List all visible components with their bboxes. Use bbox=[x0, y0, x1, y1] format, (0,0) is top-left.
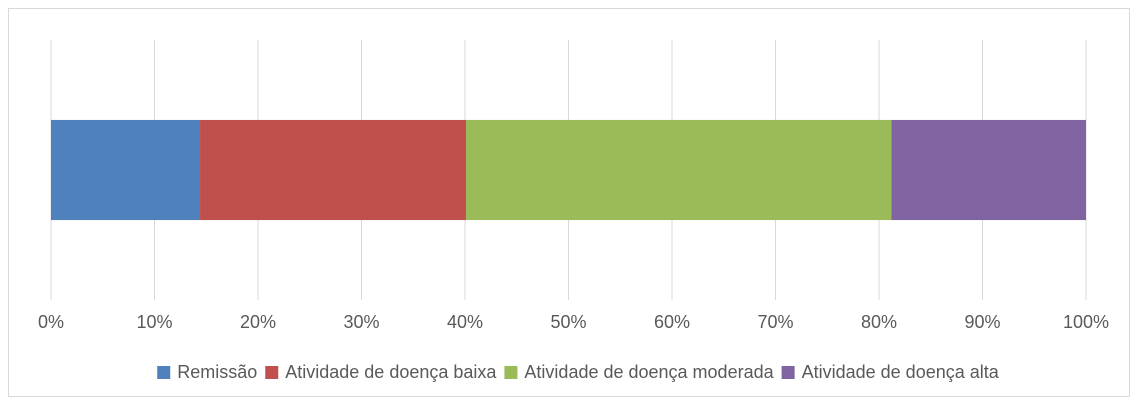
x-tick-label: 90% bbox=[964, 312, 1000, 332]
bar-segment bbox=[466, 119, 892, 221]
x-tick-label: 20% bbox=[240, 312, 276, 332]
x-tick-label: 50% bbox=[550, 312, 586, 332]
x-tick-label: 80% bbox=[861, 312, 897, 332]
x-tick-label: 0% bbox=[38, 312, 64, 332]
legend-swatch bbox=[504, 366, 518, 379]
x-tick-label: 100% bbox=[1063, 312, 1109, 332]
legend-label: Atividade de doença baixa bbox=[285, 362, 497, 382]
x-tick-label: 60% bbox=[654, 312, 690, 332]
bar-segment bbox=[200, 119, 467, 221]
legend-swatch bbox=[781, 366, 795, 379]
legend-label: Atividade de doença moderada bbox=[524, 362, 774, 382]
legend-label: Atividade de doença alta bbox=[802, 362, 1000, 382]
x-tick-label: 30% bbox=[343, 312, 379, 332]
x-tick-label: 70% bbox=[757, 312, 793, 332]
legend-swatch bbox=[157, 366, 171, 379]
x-tick-label: 40% bbox=[447, 312, 483, 332]
bar-segment bbox=[51, 119, 201, 221]
x-tick-label: 10% bbox=[136, 312, 172, 332]
legend-swatch bbox=[265, 366, 279, 379]
bar-segment bbox=[891, 119, 1086, 221]
legend-label: Remissão bbox=[177, 362, 257, 382]
